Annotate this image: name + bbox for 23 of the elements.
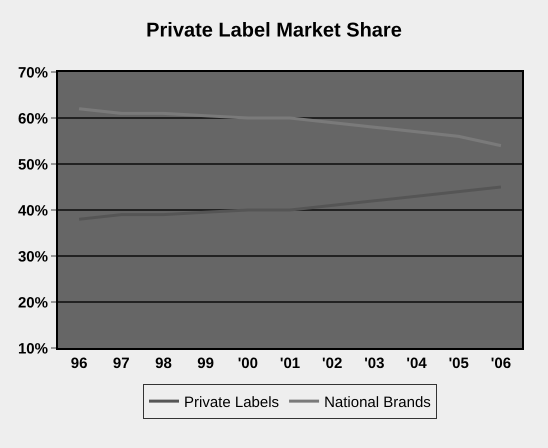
x-tick-label: 97 xyxy=(112,355,130,372)
x-tick-label: '01 xyxy=(280,355,300,372)
x-tick-label: '06 xyxy=(490,355,512,372)
legend-label: Private Labels xyxy=(184,394,280,411)
line-series xyxy=(78,107,502,148)
y-tick-label: 20% xyxy=(18,294,48,312)
x-tick-label: 98 xyxy=(155,355,172,372)
x-tick-label: '05 xyxy=(448,355,469,372)
y-tick-label: 50% xyxy=(18,156,48,174)
x-tick-label: '00 xyxy=(238,355,258,372)
x-tick-label: 99 xyxy=(197,355,214,372)
x-tick-label: 96 xyxy=(70,355,88,372)
y-tick-label: 30% xyxy=(18,248,48,266)
x-tick-label: '03 xyxy=(364,355,384,372)
x-tick-label: '02 xyxy=(322,355,342,372)
y-tick-label: 60% xyxy=(18,110,48,128)
legend-label: National Brands xyxy=(324,394,431,411)
y-tick-label: 10% xyxy=(18,340,48,358)
line-series xyxy=(78,186,502,221)
chart-title: Private Label Market Share xyxy=(146,19,402,42)
y-tick-label: 70% xyxy=(18,64,48,82)
y-tick-label: 40% xyxy=(18,202,48,220)
x-tick-label: '04 xyxy=(406,355,428,372)
